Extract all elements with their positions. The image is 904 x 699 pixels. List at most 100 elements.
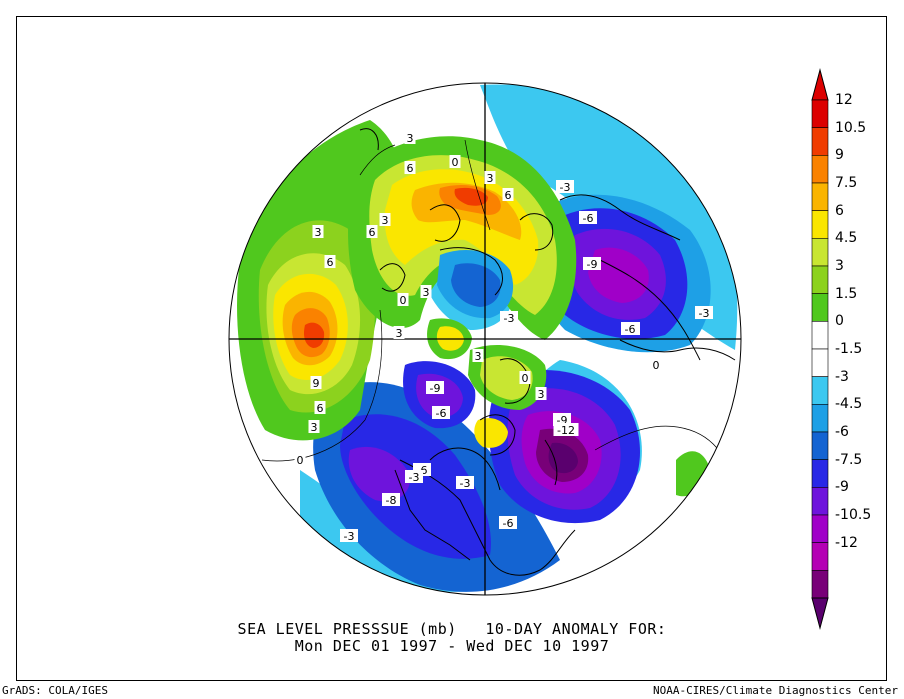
colorbar-segment [811, 487, 829, 516]
colorbar [811, 68, 829, 630]
contour-label-box [456, 476, 474, 489]
contour-label-box [621, 322, 639, 335]
contour-label-box [397, 293, 409, 306]
contour-label-box [556, 180, 574, 193]
contour-label-box [382, 493, 400, 506]
anomaly-region [348, 446, 411, 502]
contour-label: 0 [297, 454, 304, 467]
coastlines [359, 128, 736, 576]
contour-label-box [583, 257, 601, 270]
chart-title-line1: SEA LEVEL PRESSSUE (mb) 10-DAY ANOMALY F… [237, 620, 667, 638]
contour-label-box [420, 285, 432, 298]
contour-label-box [650, 358, 662, 371]
contour-label-box [449, 155, 461, 168]
contour-label: -6 [625, 323, 636, 336]
contour-label: -6 [583, 212, 594, 225]
contour-label: 6 [407, 162, 414, 175]
colorbar-segment [811, 127, 829, 156]
anomaly-region [451, 263, 501, 307]
contour-label: 3 [311, 421, 318, 434]
footer-right-credit: NOAA-CIRES/Climate Diagnostics Center [652, 684, 898, 697]
colorbar-segment [811, 542, 829, 571]
contour-label: 6 [317, 402, 324, 415]
contour-label: 6 [505, 189, 512, 202]
contour-label: 3 [538, 388, 545, 401]
colorbar-segment [811, 431, 829, 460]
contour-label: 0 [400, 294, 407, 307]
anomaly-region [454, 187, 488, 206]
contour-label: 0 [653, 359, 660, 372]
contour-label-box [502, 188, 514, 201]
contour-label: 0 [522, 372, 529, 385]
contour-label-box [324, 255, 336, 268]
contour-label-box [553, 413, 571, 426]
contour-label-box [695, 306, 713, 319]
anomaly-region [480, 356, 533, 400]
contour-label: -3 [560, 181, 571, 194]
contour-label: -3 [699, 307, 710, 320]
contour-label: 3 [423, 286, 430, 299]
contour-label: -3 [460, 477, 471, 490]
contour-label-box [308, 420, 320, 433]
contour-label: 3 [315, 226, 322, 239]
colorbar-segment [811, 155, 829, 184]
colorbar-bottom-arrow [811, 597, 829, 630]
contour-label: -8 [386, 494, 397, 507]
colorbar-segment [811, 514, 829, 543]
anomaly-region [303, 322, 325, 348]
contour-label: 3 [487, 172, 494, 185]
contour-label: -12 [557, 424, 575, 437]
contour-label-box [314, 401, 326, 414]
contour-label-box [519, 371, 531, 384]
contour-label-box [472, 349, 484, 362]
contour-label-box [393, 326, 405, 339]
colorbar-segment [811, 265, 829, 294]
contour-label-box [535, 387, 547, 400]
colorbar-segment [811, 210, 829, 239]
contour-label-box [579, 211, 597, 224]
contour-label: -6 [503, 517, 514, 530]
contour-label-box [404, 131, 416, 144]
plot-frame [16, 16, 887, 681]
anomaly-region [474, 418, 508, 448]
contour-label-box [553, 423, 579, 436]
contour-label: -3 [409, 471, 420, 484]
colorbar-segment [811, 293, 829, 322]
contour-label-box [432, 406, 450, 419]
contour-label: 0 [452, 156, 459, 169]
contour-label: -6 [436, 407, 447, 420]
contour-label-box [500, 311, 518, 324]
contour-label-box [484, 171, 496, 184]
contour-label: -3 [504, 312, 515, 325]
colorbar-segment [811, 404, 829, 433]
contour-label: 9 [313, 377, 320, 390]
contour-label-box [366, 225, 378, 238]
contour-label-box [312, 225, 324, 238]
contour-label: 6 [327, 256, 334, 269]
contour-label-box [310, 376, 322, 389]
contour-label-box [340, 529, 358, 542]
colorbar-segment [811, 348, 829, 377]
contour-label: 3 [396, 327, 403, 340]
contour-label: 3 [382, 214, 389, 227]
colorbar-top-arrow [811, 68, 829, 101]
chart-title-line2: Mon DEC 01 1997 - Wed DEC 10 1997 [294, 637, 610, 655]
colorbar-segment [811, 182, 829, 211]
contour-label-box [426, 381, 444, 394]
contour-label-group: 36303636-3-6-9-6-33696303-30-9-6-6-3-6-8… [294, 131, 713, 543]
footer-left-credit: GrADS: COLA/IGES [2, 684, 108, 697]
contour-label: 6 [369, 226, 376, 239]
contour-label: 3 [475, 350, 482, 363]
contour-label: -9 [587, 258, 598, 271]
contour-label-box [404, 161, 416, 174]
contour-label: -9 [430, 382, 441, 395]
colorbar-segment [811, 376, 829, 405]
contour-label-box [294, 453, 306, 466]
contour-label-box [379, 213, 391, 226]
contour-label-box [405, 470, 423, 483]
contour-label-box [499, 516, 517, 529]
contour-label: 3 [407, 132, 414, 145]
colorbar-segment [811, 459, 829, 488]
contour-label: -3 [344, 530, 355, 543]
